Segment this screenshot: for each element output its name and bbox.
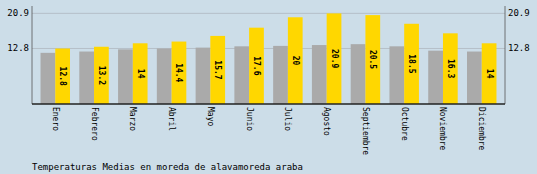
data-label: 13.2: [97, 66, 106, 85]
x-tick-label: Junio: [245, 107, 254, 131]
bar: [467, 52, 482, 104]
x-tick-label: Noviembre: [438, 107, 447, 151]
x-tick-label: Enero: [51, 107, 60, 131]
bar: [172, 42, 187, 104]
bar: [288, 17, 303, 104]
data-label: 20.5: [368, 50, 377, 69]
y2-tick-label: 20.9: [508, 8, 530, 18]
bar: [404, 24, 419, 104]
data-label: 14: [485, 69, 494, 79]
data-label: 20: [291, 56, 300, 66]
bar: [133, 43, 148, 104]
data-label: 14.4: [174, 63, 183, 82]
bar: [196, 48, 211, 104]
x-tick-label: Septiembre: [361, 107, 370, 155]
data-label: 16.3: [446, 59, 455, 78]
bar: [249, 28, 264, 104]
bar: [157, 48, 172, 104]
x-tick-label: Marzo: [128, 107, 137, 131]
data-label: 15.7: [213, 60, 222, 79]
x-tick-label: Diciembre: [477, 107, 486, 151]
x-tick-label: Mayo: [206, 107, 215, 126]
data-label: 14: [136, 69, 145, 79]
title: Temperaturas Medias en moreda de alavamo…: [32, 162, 303, 172]
x-tick-label: Febrero: [90, 107, 99, 141]
x-tick-label: Octubre: [400, 107, 409, 141]
data-label: 20.9: [330, 49, 339, 68]
bar: [55, 48, 70, 104]
y-tick-label: 20.9: [7, 8, 29, 18]
bar: [312, 45, 327, 104]
y-axis-line: [32, 6, 33, 104]
y2-axis-line: [505, 6, 506, 104]
chart: 12.8 13.2 14 14.4 15.7 17.6 20 20.9 20.5 18.5 16.3…: [0, 0, 537, 174]
bar: [41, 53, 56, 104]
bar: [327, 13, 342, 104]
bar: [210, 36, 225, 104]
x-tick-label: Julio: [283, 107, 292, 131]
bar: [389, 46, 404, 104]
grid-line: [32, 13, 505, 14]
x-axis-line: [32, 103, 505, 105]
data-label: 17.6: [252, 56, 261, 75]
bar: [94, 47, 109, 104]
x-tick-label: Agosto: [322, 107, 331, 136]
bar: [234, 46, 249, 104]
bars: [41, 13, 497, 104]
x-tick-label: Abril: [167, 107, 176, 131]
data-label: 12.8: [58, 67, 67, 86]
y2-tick-label: 12.8: [508, 43, 530, 53]
bar: [443, 33, 458, 104]
bar: [365, 15, 380, 104]
y-tick-label: 12.8: [7, 43, 29, 53]
bar: [118, 49, 133, 104]
bar: [482, 43, 497, 104]
bar: [428, 51, 443, 104]
bar: [79, 52, 94, 104]
bar: [273, 46, 288, 104]
data-label: 18.5: [407, 54, 416, 73]
bar: [351, 44, 366, 104]
